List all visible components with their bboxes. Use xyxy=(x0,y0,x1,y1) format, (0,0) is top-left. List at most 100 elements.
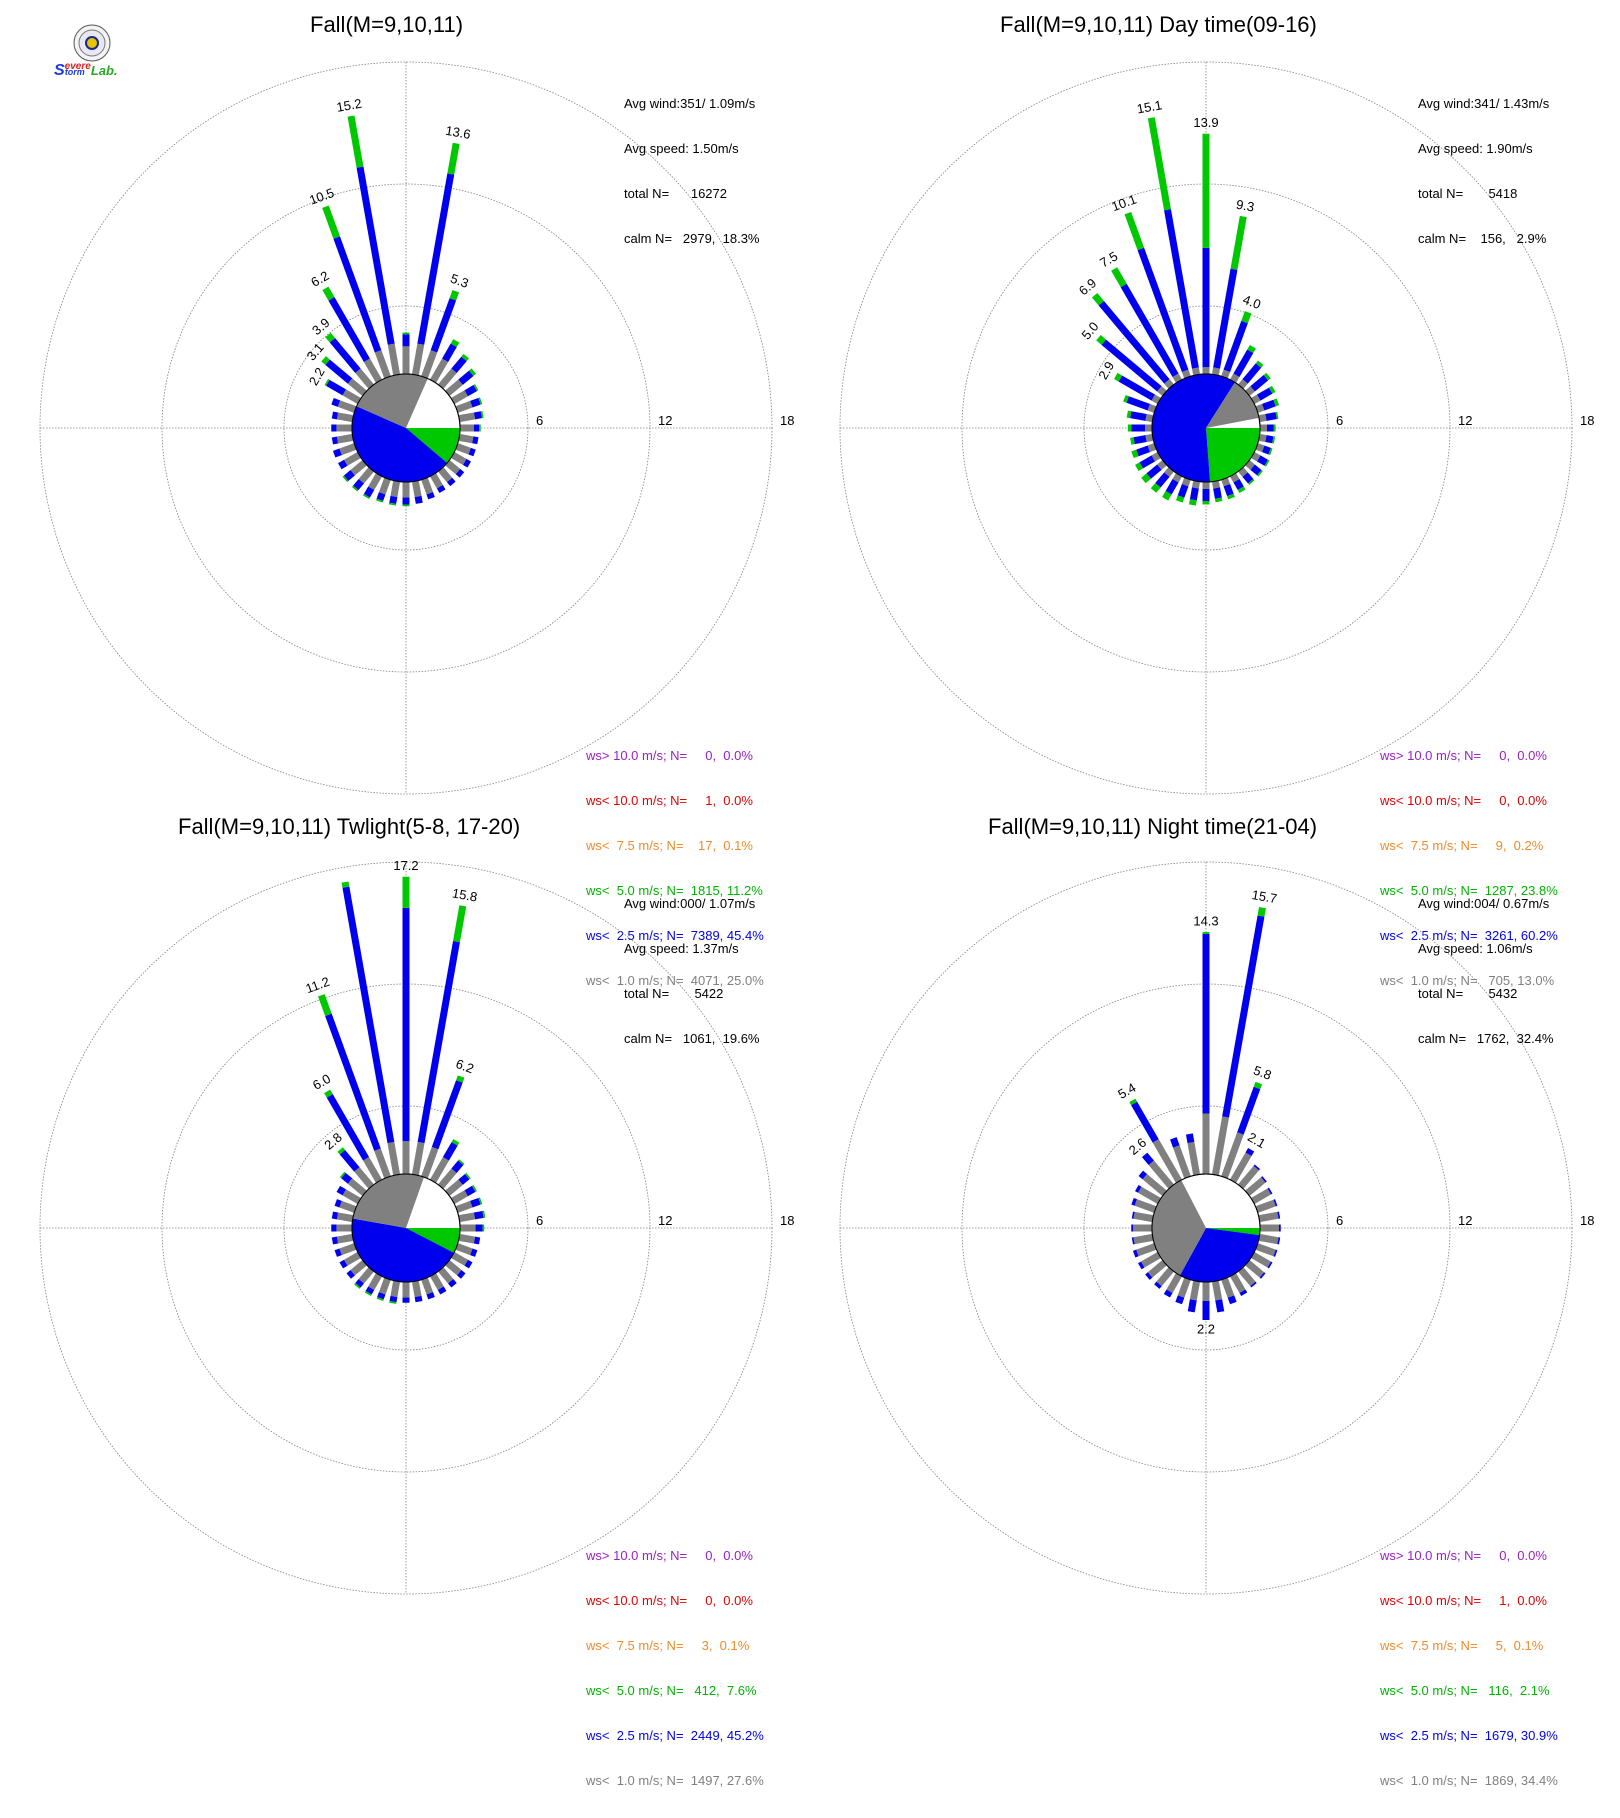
bar-value-label: 13.9 xyxy=(1193,115,1218,130)
bar-segment-lt2-5 xyxy=(1253,1164,1261,1171)
windrose-panel-all: 6 12 18 13.6 5.3 2.2 3.1 3.9 6.2 10.5 15.2 Fall(M=… xyxy=(0,0,810,988)
bar-value-label: 5.8 xyxy=(1251,1063,1273,1083)
bar-segment-lt2-5 xyxy=(451,1160,464,1173)
bar-segment-lt5 xyxy=(461,353,469,362)
bar-segment-lt1 xyxy=(1258,1233,1279,1245)
legend: ws> 10.0 m/s; N= 0, 0.0% ws< 10.0 m/s; N… xyxy=(586,1518,764,1818)
bar-segment-lt1 xyxy=(455,443,471,455)
bar-segment-lt2-5 xyxy=(338,459,348,470)
bar-segment-lt2-5 xyxy=(343,470,355,481)
bar-segment-lt2-5 xyxy=(455,468,465,478)
bar-segment-lt1 xyxy=(1134,1199,1157,1213)
bar-segment-lt5 xyxy=(1268,447,1273,456)
bar-segment-lt1 xyxy=(387,343,401,376)
bar-segment-lt2-5 xyxy=(1145,1272,1153,1280)
bar-segment-lt1 xyxy=(344,451,361,466)
bar-segment-lt2-5 xyxy=(329,338,361,373)
total-n: total N= 16272 xyxy=(624,186,727,201)
bar-segment-lt2-5 xyxy=(333,236,382,353)
bar-segment-lt5 xyxy=(1188,499,1197,506)
bar-segment-lt5 xyxy=(1273,424,1276,432)
speed-pie xyxy=(1152,1180,1260,1282)
bar-segment-lt2-5 xyxy=(464,1259,473,1269)
bar-segment-lt1 xyxy=(429,473,443,489)
bar-segment-lt1 xyxy=(1255,1199,1276,1213)
bar-value-label: 7.5 xyxy=(1097,248,1120,270)
bar-value-label: 2.2 xyxy=(1197,1321,1215,1336)
logo-text: Severetorm Lab. xyxy=(54,61,118,79)
bar-segment-lt2-5 xyxy=(1130,411,1147,421)
bar-segment-lt2-5 xyxy=(1223,484,1234,497)
total-n: total N= 5432 xyxy=(1418,986,1518,1001)
bar-segment-lt1 xyxy=(336,424,352,432)
bar-segment-lt5 xyxy=(1135,462,1144,471)
bar-segment-lt5 xyxy=(322,286,335,301)
bar-segment-lt1 xyxy=(1221,1132,1244,1179)
ring-label: 18 xyxy=(1580,1213,1594,1228)
avg-speed: Avg speed: 1.90m/s xyxy=(1418,141,1533,156)
pie-slice-lt5 xyxy=(1206,428,1260,482)
bar-segment-lt1 xyxy=(339,1243,357,1256)
bar-segment-lt2-5 xyxy=(336,1185,347,1196)
bar-segment-lt1 xyxy=(1202,1282,1210,1302)
bar-segment-lt1 xyxy=(1181,477,1191,487)
bar-segment-lt1 xyxy=(342,389,361,405)
bar-segment-lt1 xyxy=(1145,424,1152,432)
bar-segment-lt5 xyxy=(453,905,467,943)
bar-segment-lt5 xyxy=(478,1197,483,1205)
ring-label: 6 xyxy=(536,1213,543,1228)
legend-item-lt7-5: ws< 7.5 m/s; N= 5, 0.1% xyxy=(1380,1638,1544,1653)
bar-segment-lt2-5 xyxy=(1138,1170,1148,1180)
avg-wind: Avg wind:000/ 1.07m/s xyxy=(624,896,756,911)
bar-segment-lt2-5 xyxy=(1163,1289,1173,1298)
legend-item-lt5: ws< 5.0 m/s; N= 1815, 11.2% xyxy=(586,883,763,898)
bar-segment-lt5 xyxy=(341,881,350,888)
bar-segment-lt1 xyxy=(1255,403,1265,413)
grid-ring xyxy=(1083,1105,1329,1351)
bar-segment-lt1 xyxy=(458,412,476,423)
bar-segment-lt5 xyxy=(1247,345,1256,354)
bar-segment-lt1 xyxy=(387,1141,401,1176)
bar-segment-lt1 xyxy=(1202,482,1210,489)
legend: ws> 10.0 m/s; N= 0, 0.0% ws< 10.0 m/s; N… xyxy=(1380,1518,1558,1818)
pie-slice-lt5 xyxy=(1206,1228,1260,1236)
ring-label: 12 xyxy=(658,413,672,428)
bar-segment-lt1 xyxy=(458,1233,476,1244)
bar-segment-lt1 xyxy=(402,346,410,374)
bar-segment-lt2-5 xyxy=(457,1270,466,1279)
bar-segment-lt2-5 xyxy=(1273,1249,1278,1257)
bar-segment-lt2-5 xyxy=(402,907,410,1142)
bar-segment-lt1 xyxy=(1147,403,1157,413)
bar-segment-lt1 xyxy=(337,400,357,413)
bar-segment-lt2-5 xyxy=(1131,1224,1133,1232)
bar-segment-lt1 xyxy=(451,1251,468,1266)
bar-segment-lt5 xyxy=(479,424,481,432)
chart-title: Fall(M=9,10,11) Day time(09-16) xyxy=(1000,12,1317,37)
bar-segment-lt2-5 xyxy=(1120,283,1179,377)
bar-segment-lt1 xyxy=(336,1224,352,1232)
bar-segment-lt2-5 xyxy=(442,343,457,363)
bar-segment-lt2-5 xyxy=(355,1279,364,1288)
bar-segment-lt1 xyxy=(368,1273,383,1290)
bar-segment-lt1 xyxy=(1260,424,1267,432)
bar-segment-lt5 xyxy=(376,1297,384,1302)
avg-wind: Avg wind:004/ 0.67m/s xyxy=(1418,896,1550,911)
bar-segment-lt1 xyxy=(1238,1267,1256,1287)
bar-segment-lt1 xyxy=(1142,1173,1167,1196)
bar-segment-lt5 xyxy=(339,1171,346,1179)
bar-segment-lt5 xyxy=(464,1172,471,1180)
bar-segment-lt2-5 xyxy=(1177,484,1189,498)
bar-segment-lt1 xyxy=(1221,477,1231,487)
bar-segment-lt1 xyxy=(1141,1251,1161,1268)
bar-segment-lt2-5 xyxy=(1261,1176,1267,1183)
bar-segment-lt2-5 xyxy=(1118,375,1155,401)
bar-segment-lt5 xyxy=(1175,495,1185,503)
legend-item-lt10: ws< 10.0 m/s; N= 1, 0.0% xyxy=(1380,1593,1547,1608)
bar-segment-lt5 xyxy=(402,876,410,908)
bar-segment-lt5 xyxy=(1202,133,1210,248)
bar-segment-lt2-5 xyxy=(377,1292,386,1300)
bar-segment-lt2-5 xyxy=(1265,435,1274,444)
ring-label: 12 xyxy=(1458,1213,1472,1228)
bar-segment-lt2-5 xyxy=(1257,455,1268,466)
